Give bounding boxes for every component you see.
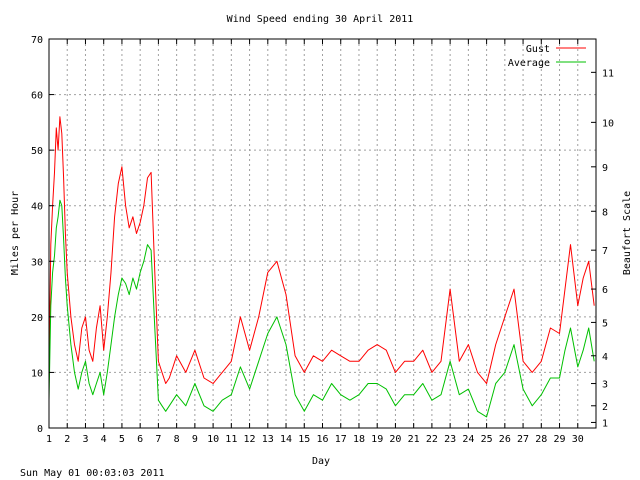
x-tick-label: 14: [280, 434, 292, 445]
y-tick-label: 50: [31, 146, 43, 157]
y-tick-label: 10: [31, 368, 43, 379]
beaufort-tick-label: 4: [602, 352, 608, 363]
x-tick-label: 21: [408, 434, 420, 445]
x-tick-label: 25: [481, 434, 493, 445]
x-tick-label: 2: [64, 434, 70, 445]
x-tick-label: 10: [207, 434, 219, 445]
y-tick-label: 20: [31, 313, 43, 324]
x-tick-label: 19: [371, 434, 383, 445]
beaufort-axis-ticks: 1 2 3 4 5 6 7 8 9 10 11: [591, 68, 614, 429]
x-tick-label: 26: [499, 434, 511, 445]
x-tick-label: 18: [353, 434, 365, 445]
x-tick-label: 17: [335, 434, 347, 445]
x-tick-label: 20: [389, 434, 401, 445]
x-tick-label: 24: [462, 434, 474, 445]
x-tick-label: 30: [572, 434, 584, 445]
chart-title: Wind Speed ending 30 April 2011: [227, 14, 414, 25]
x-tick-label: 6: [137, 434, 143, 445]
beaufort-tick-label: 5: [602, 318, 608, 329]
x-tick-label: 22: [426, 434, 438, 445]
x-tick-label: 23: [444, 434, 456, 445]
x-tick-label: 7: [155, 434, 161, 445]
series-line-gust: [48, 116, 595, 384]
beaufort-tick-label: 1: [602, 418, 608, 429]
footer-timestamp: Sun May 01 00:03:03 2011: [20, 468, 165, 479]
x-tick-label: 13: [262, 434, 274, 445]
legend: Gust Average: [508, 44, 586, 69]
x-tick-label: 28: [535, 434, 547, 445]
beaufort-tick-label: 3: [602, 380, 608, 391]
x-axis-label: Day: [312, 456, 330, 467]
x-tick-label: 12: [244, 434, 256, 445]
x-axis-ticks: 1 2 3 4 5 6 7 8 9 10 11 12 13 14 15 16 17 18 19 20 21 22 23 24 2…: [46, 39, 584, 445]
beaufort-tick-label: 11: [602, 68, 614, 79]
beaufort-tick-label: 8: [602, 207, 608, 218]
y-axis-ticks: 0 10 20 30 40 50 60 70: [31, 35, 54, 435]
x-tick-label: 15: [298, 434, 310, 445]
x-tick-label: 3: [82, 434, 88, 445]
x-tick-label: 27: [517, 434, 529, 445]
beaufort-tick-label: 7: [602, 246, 608, 257]
beaufort-tick-label: 9: [602, 163, 608, 174]
series-line-average: [48, 199, 595, 418]
x-tick-label: 4: [101, 434, 107, 445]
x-tick-label: 1: [46, 434, 52, 445]
legend-average-label: Average: [508, 58, 550, 69]
y-axis-label: Miles per Hour: [10, 191, 21, 275]
x-tick-label: 8: [174, 434, 180, 445]
y-tick-label: 40: [31, 202, 43, 213]
beaufort-tick-label: 6: [602, 285, 608, 296]
series-layer: [48, 116, 595, 418]
beaufort-axis-label: Beaufort Scale: [622, 191, 633, 275]
beaufort-tick-label: 10: [602, 118, 614, 129]
beaufort-tick-label: 2: [602, 402, 608, 413]
x-tick-label: 16: [316, 434, 328, 445]
x-tick-label: 29: [554, 434, 566, 445]
y-tick-label: 70: [31, 35, 43, 46]
x-tick-label: 5: [119, 434, 125, 445]
x-tick-label: 9: [192, 434, 198, 445]
y-tick-label: 30: [31, 257, 43, 268]
y-tick-label: 0: [37, 424, 43, 435]
legend-gust-label: Gust: [526, 44, 550, 55]
y-tick-label: 60: [31, 91, 43, 102]
x-tick-label: 11: [225, 434, 237, 445]
